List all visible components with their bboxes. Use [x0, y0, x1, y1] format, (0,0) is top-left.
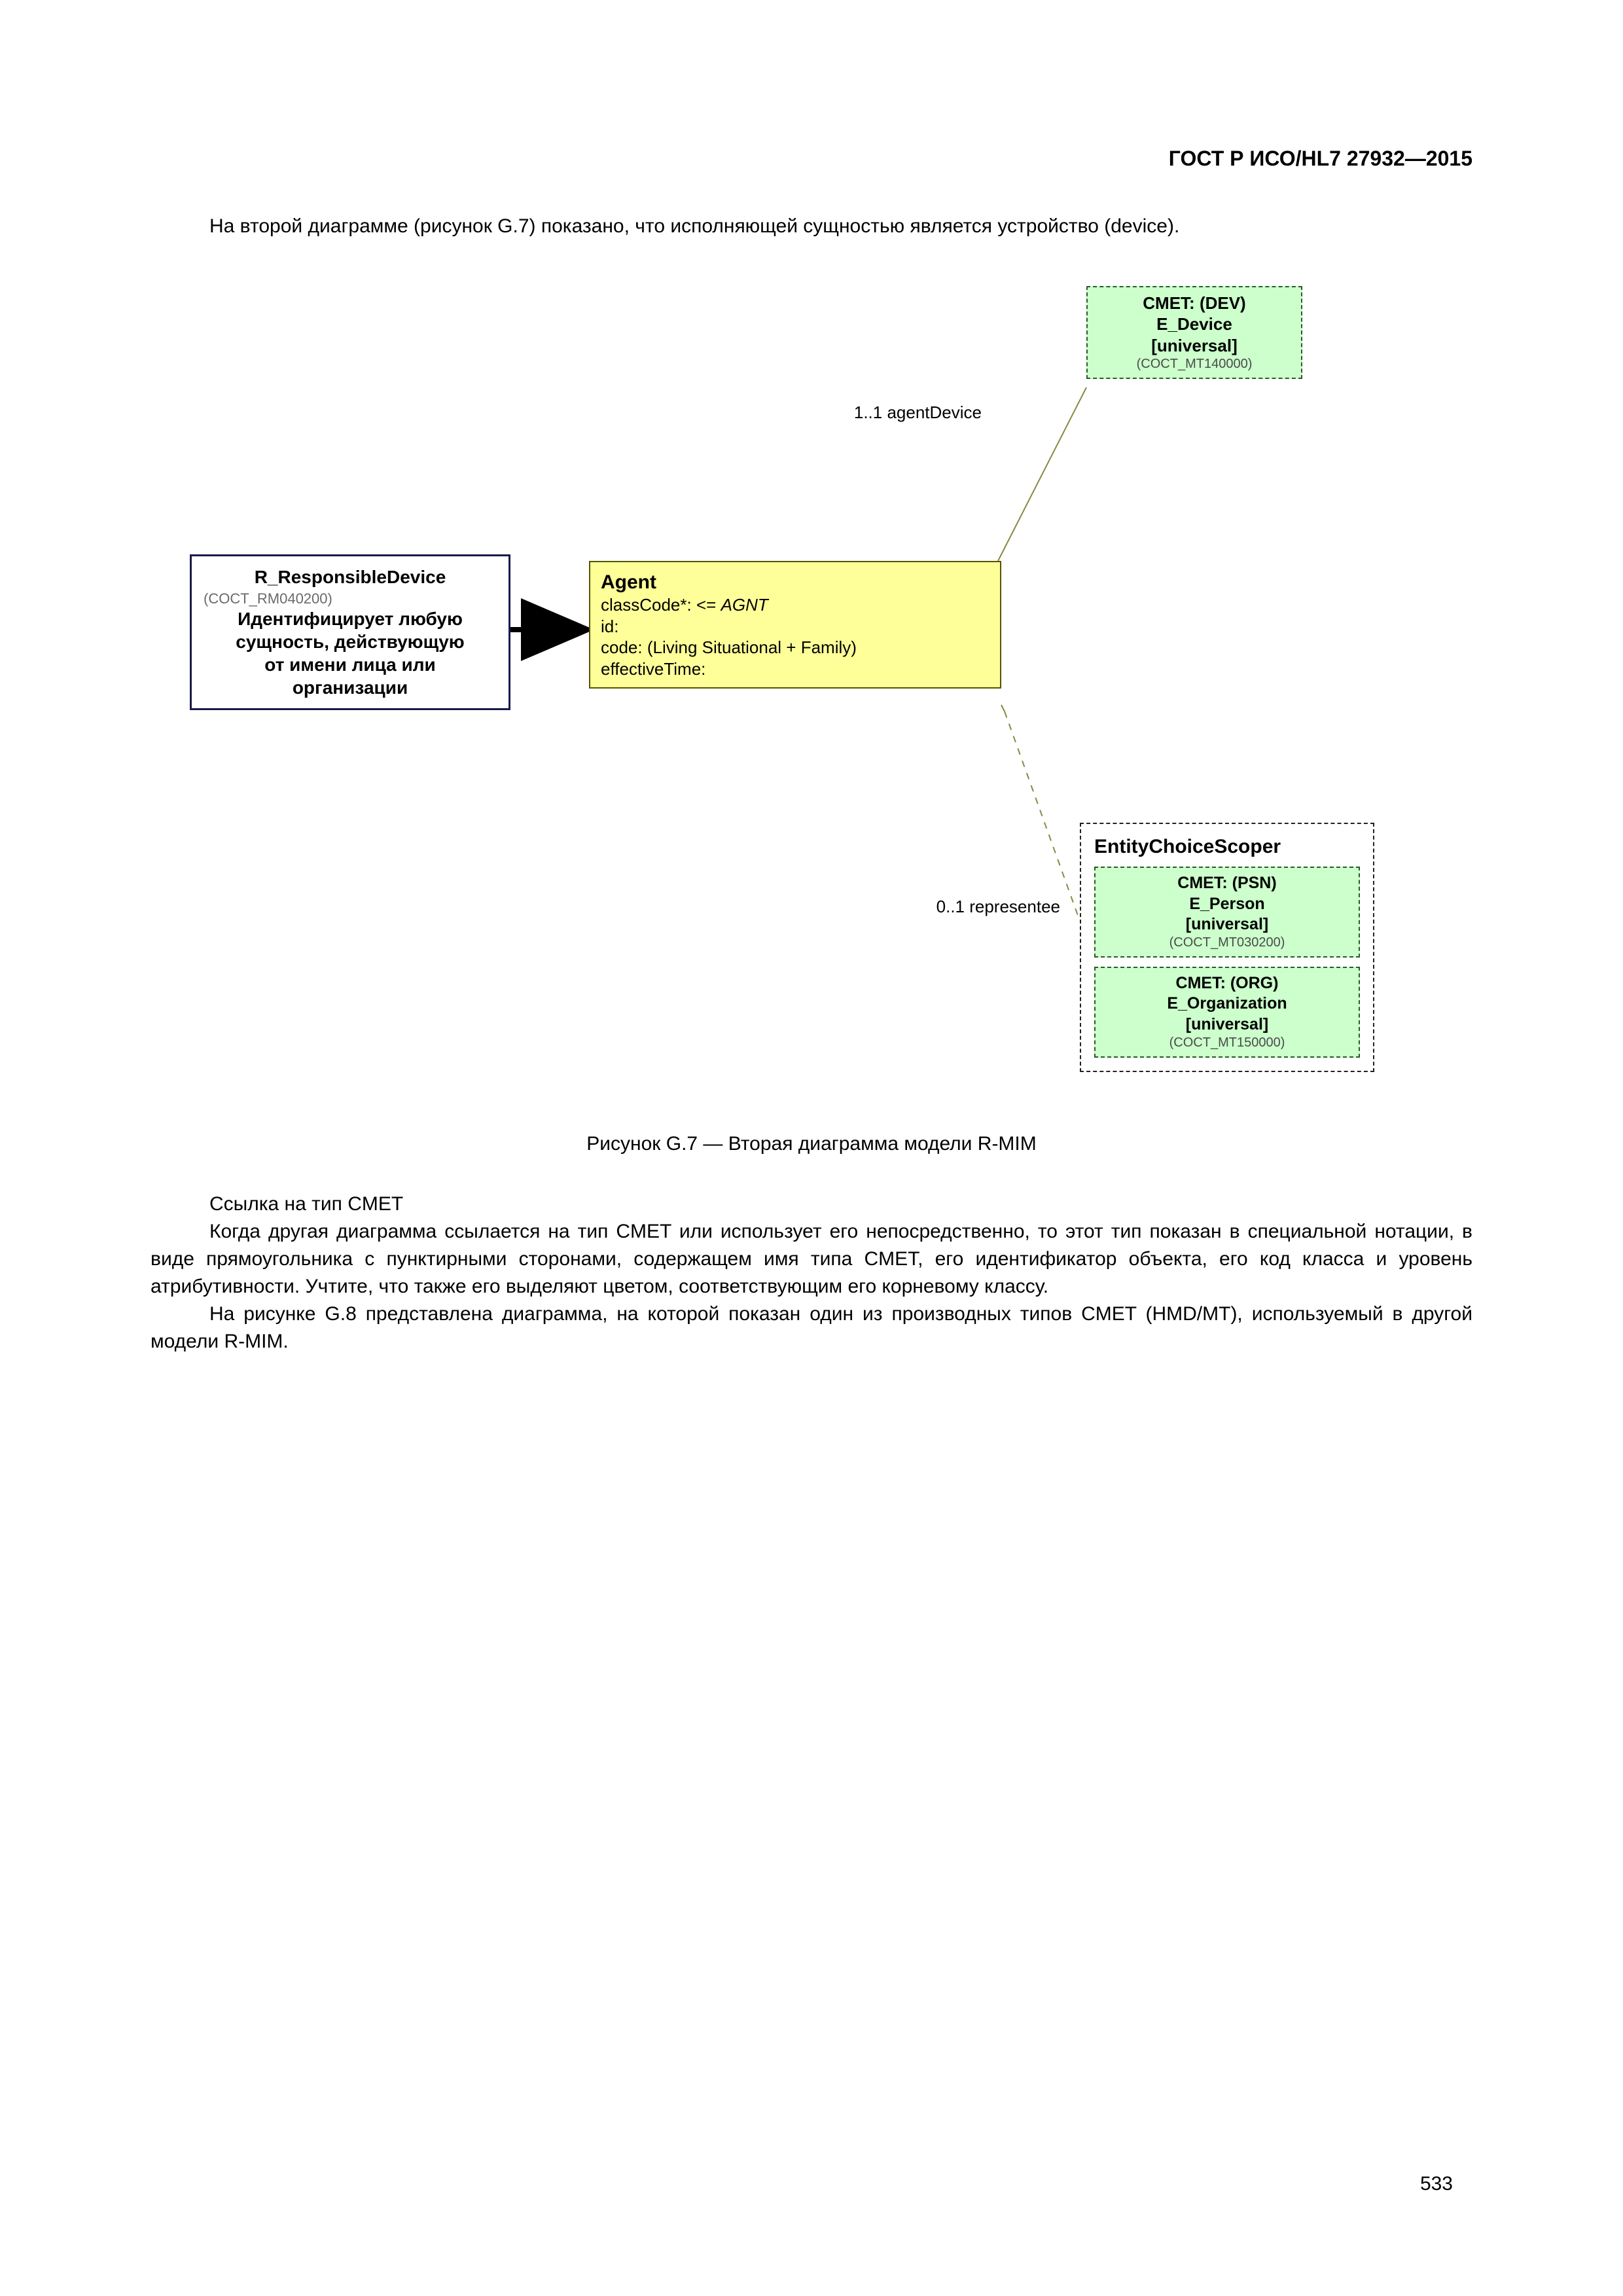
node-entity-choice-scoper: EntityChoiceScoper CMET: (PSN) E_Person … — [1080, 823, 1374, 1072]
node-cmet-org: CMET: (ORG) E_Organization [universal] (… — [1094, 967, 1360, 1058]
cmet-org-name: E_Organization — [1105, 994, 1349, 1014]
body-p2: Когда другая диаграмма ссылается на тип … — [151, 1218, 1472, 1300]
agent-title: Agent — [601, 570, 990, 595]
responsible-desc4: организации — [204, 676, 497, 699]
cmet-psn-title: CMET: (PSN) — [1105, 873, 1349, 893]
node-responsible-device: R_ResponsibleDevice (COCT_RM040200) Иден… — [190, 554, 510, 711]
page-number: 533 — [1420, 2170, 1453, 2198]
document-page: ГОСТ Р ИСО/HL7 27932—2015 На второй диаг… — [0, 0, 1623, 2296]
body-text: Ссылка на тип CMET Когда другая диаграмм… — [151, 1191, 1472, 1355]
intro-paragraph: На второй диаграмме (рисунок G.7) показа… — [151, 213, 1472, 240]
cmet-psn-id: (COCT_MT030200) — [1105, 935, 1349, 951]
cmet-psn-name: E_Person — [1105, 894, 1349, 914]
cmet-org-scope: [universal] — [1105, 1014, 1349, 1035]
agent-line3: code: (Living Situational + Family) — [601, 637, 990, 658]
cmet-dev-id: (COCT_MT140000) — [1098, 356, 1291, 372]
cmet-psn-scope: [universal] — [1105, 914, 1349, 935]
cmet-dev-scope: [universal] — [1098, 335, 1291, 357]
agent-line1-italic: AGNT — [721, 595, 768, 615]
body-p3: На рисунке G.8 представлена диаграмма, н… — [151, 1300, 1472, 1355]
body-p1: Ссылка на тип CMET — [151, 1191, 1472, 1218]
agent-line1-prefix: classCode*: <= — [601, 595, 721, 615]
cmet-org-title: CMET: (ORG) — [1105, 973, 1349, 994]
node-cmet-psn: CMET: (PSN) E_Person [universal] (COCT_M… — [1094, 867, 1360, 958]
responsible-desc2: сущность, действующую — [204, 630, 497, 653]
document-header: ГОСТ Р ИСО/HL7 27932—2015 — [151, 144, 1472, 173]
edge-label-representee: 0..1 representee — [838, 895, 1060, 918]
scoper-title: EntityChoiceScoper — [1094, 834, 1360, 859]
cmet-org-id: (COCT_MT150000) — [1105, 1035, 1349, 1051]
cmet-dev-title: CMET: (DEV) — [1098, 293, 1291, 314]
node-cmet-dev: CMET: (DEV) E_Device [universal] (COCT_M… — [1086, 286, 1302, 380]
responsible-title: R_ResponsibleDevice — [204, 565, 497, 588]
agent-line1: classCode*: <= AGNT — [601, 594, 990, 616]
edge-label-agentdevice: 1..1 agentDevice — [766, 401, 982, 424]
responsible-desc1: Идентифицирует любую — [204, 607, 497, 630]
node-agent: Agent classCode*: <= AGNT id: code: (Liv… — [589, 561, 1001, 689]
diagram-g7: 1..1 agentDevice 0..1 representee CMET: … — [170, 266, 1453, 1104]
agent-line2: id: — [601, 616, 990, 637]
responsible-desc3: от имени лица или — [204, 653, 497, 676]
cmet-dev-name: E_Device — [1098, 314, 1291, 335]
responsible-subid: (COCT_RM040200) — [204, 590, 497, 608]
figure-caption: Рисунок G.7 — Вторая диаграмма модели R-… — [151, 1130, 1472, 1158]
agent-line4: effectiveTime: — [601, 658, 990, 680]
